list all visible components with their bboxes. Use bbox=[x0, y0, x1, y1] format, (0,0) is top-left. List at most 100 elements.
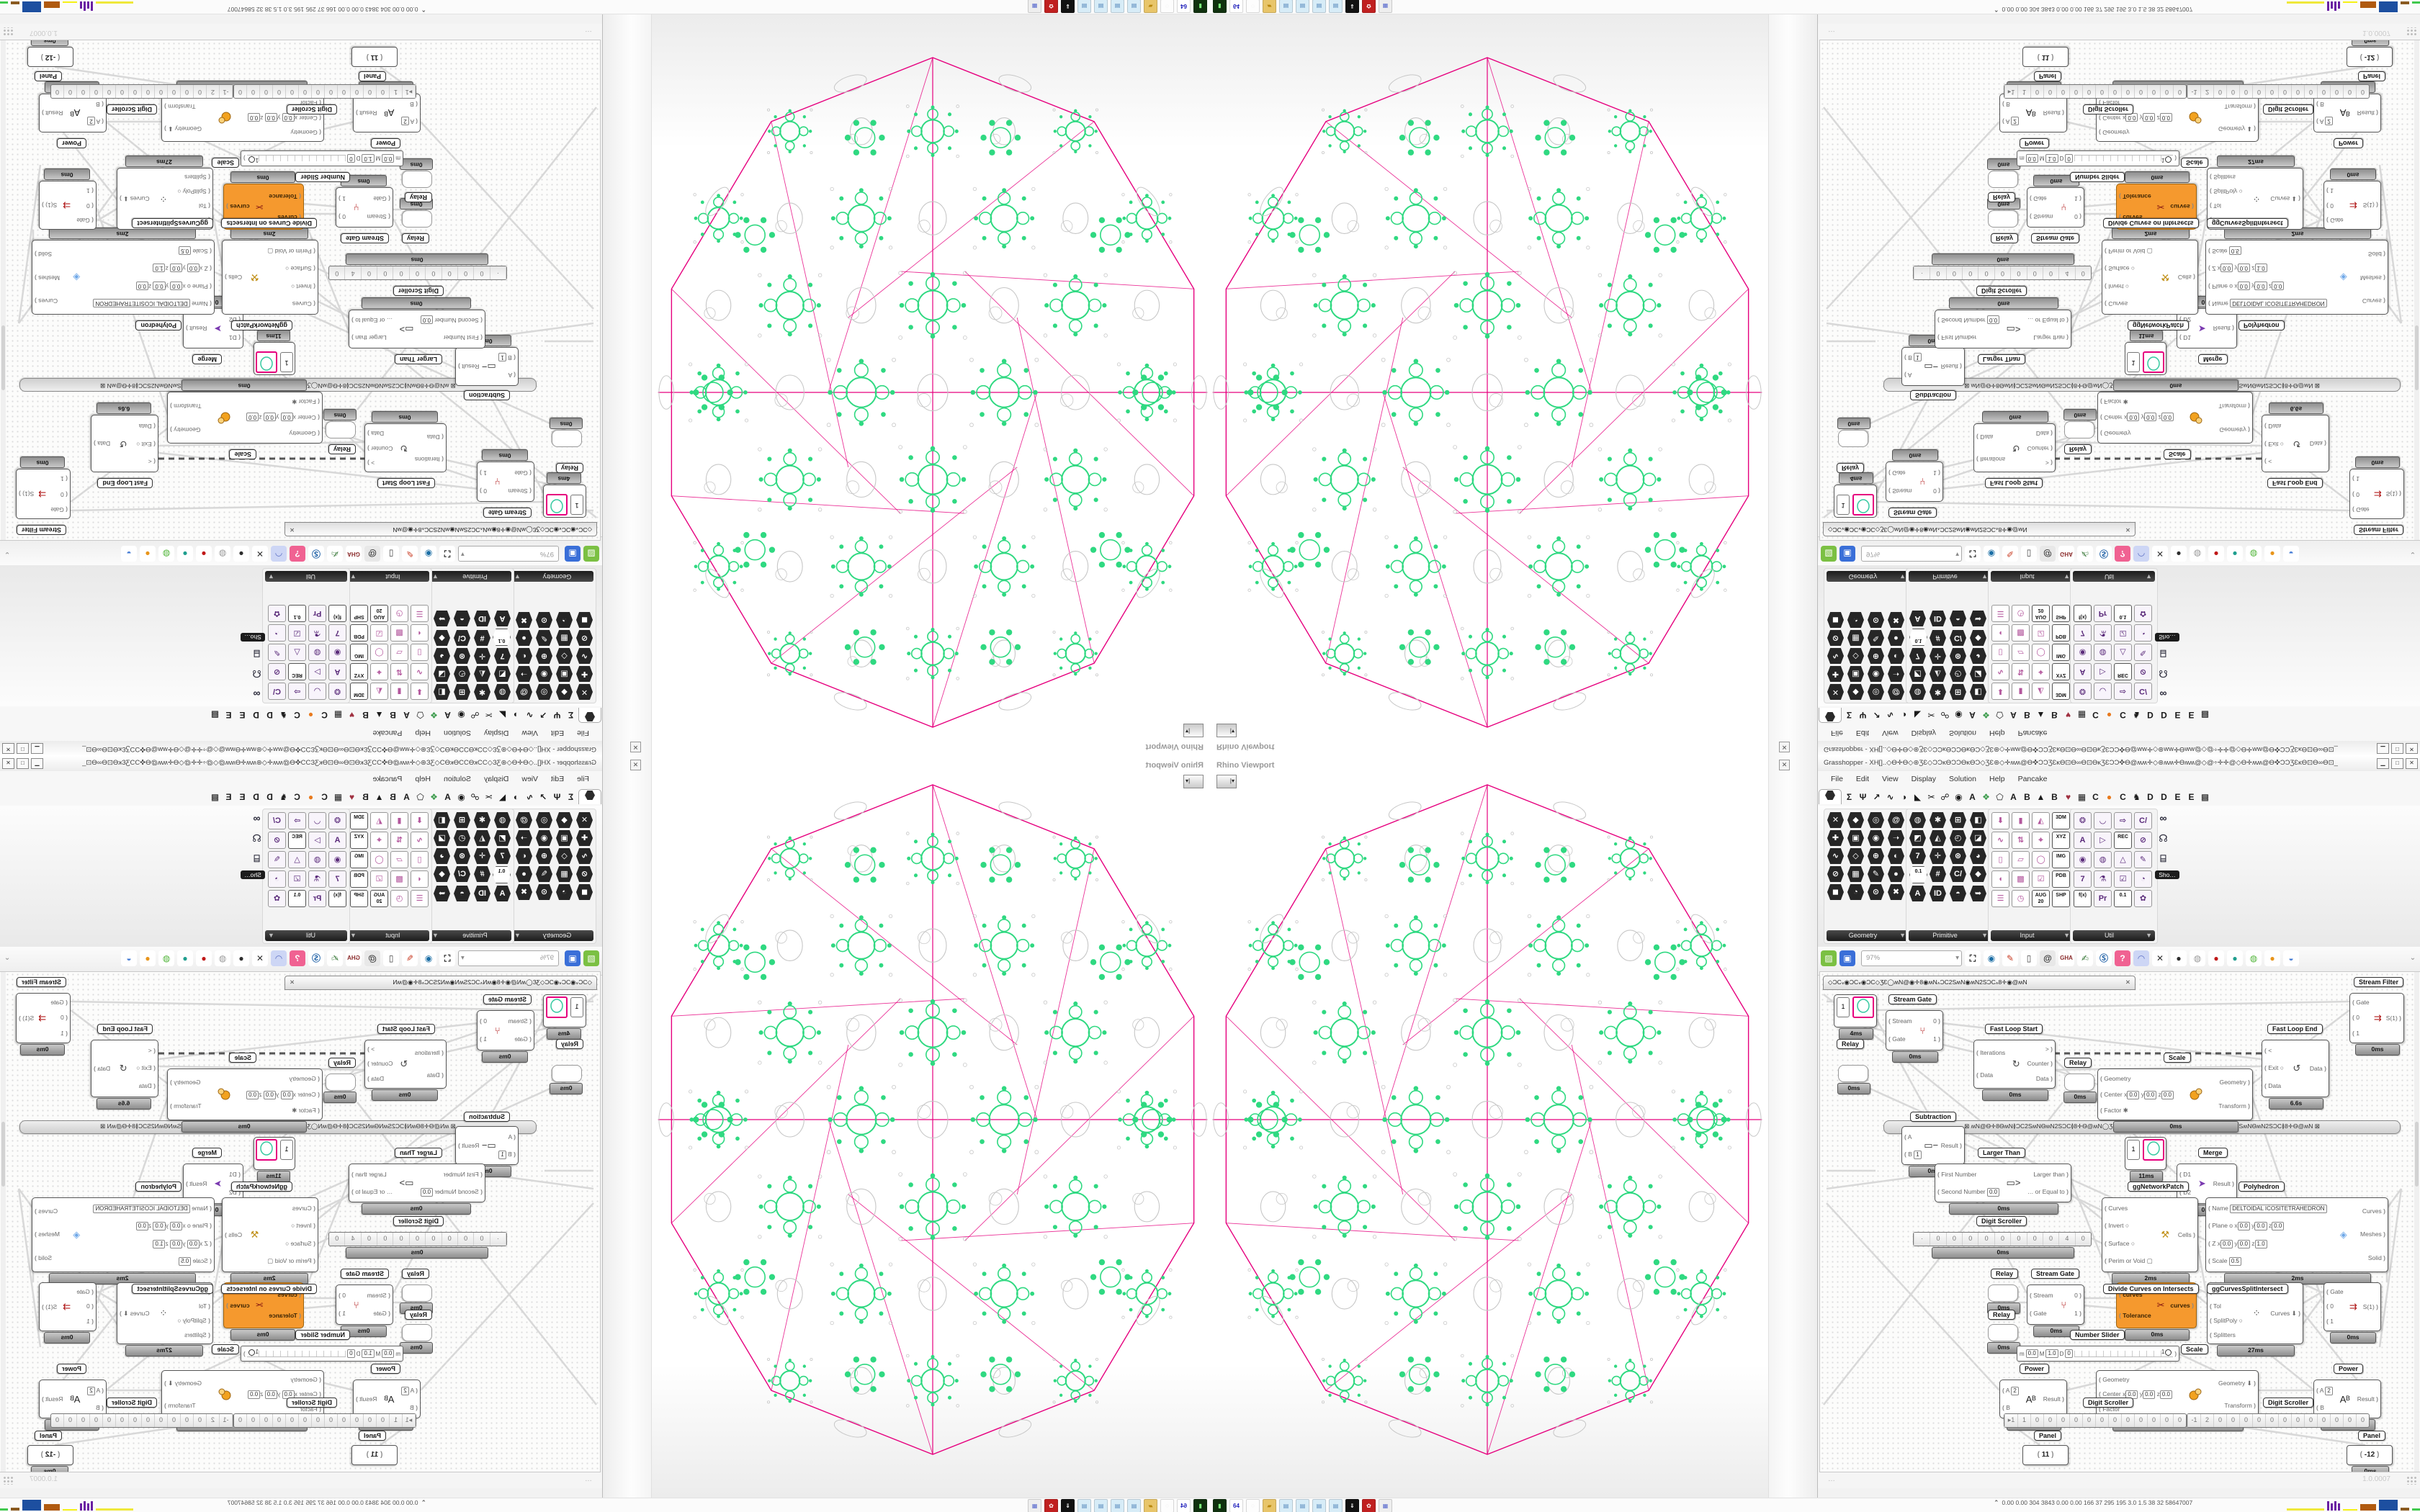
tab-plugin-dot[interactable]: ● bbox=[2106, 710, 2112, 720]
palette-icon[interactable]: ➝ bbox=[1888, 830, 1904, 846]
scroller-digit[interactable]: 0 bbox=[474, 266, 490, 279]
input-param[interactable]: ( A 2 bbox=[87, 1386, 104, 1395]
minimize-button[interactable]: ▁ bbox=[2377, 758, 2389, 769]
gh-tag-fast-loop-end[interactable]: Fast Loop End bbox=[2267, 1024, 2323, 1034]
grasshopper-canvas[interactable]: ✕ ◇ƆϹ៴◉ƆϹ៴◉ƆϹ◇ƷƐ◯ʍN@◉✛8◉ʍN៱ƆϹ2SʍN◉ʍN2SƆϹ៱… bbox=[1819, 40, 2420, 541]
gh-tag-relay-body-4[interactable]: Relay bbox=[1988, 1310, 2016, 1320]
preview-wire-icon[interactable]: ◍ bbox=[2190, 950, 2205, 966]
palette-icon[interactable]: ☰ bbox=[1991, 890, 2009, 907]
output-param[interactable]: Counter ) bbox=[367, 444, 393, 452]
find-icon[interactable]: Ⓢ bbox=[2096, 546, 2112, 562]
input-param[interactable]: ( Gate bbox=[514, 1035, 532, 1043]
zoom-extents-icon[interactable]: ⛶ bbox=[1965, 546, 1981, 562]
tab-plugin-shield[interactable]: ♥ bbox=[349, 710, 355, 720]
gh-component-stream-filter-1[interactable]: ( Gate( 0( 1 ⇉ S(1) ) 0ms bbox=[16, 456, 71, 519]
zoom-extents-icon[interactable]: ⛶ bbox=[439, 950, 455, 966]
palette-icon[interactable]: ✕ bbox=[1827, 812, 1844, 828]
board-icon[interactable]: ⌸ bbox=[254, 648, 260, 660]
preview-wire-icon[interactable]: ◍ bbox=[215, 950, 230, 966]
palette-icon[interactable]: ◆ bbox=[556, 812, 573, 828]
input-param[interactable]: ( Tolerance bbox=[269, 1312, 301, 1319]
help-box-icon[interactable]: ? bbox=[290, 546, 305, 562]
palette-icon[interactable]: # bbox=[474, 630, 490, 646]
notepad-icon-4[interactable]: ▤ bbox=[1077, 0, 1091, 13]
palette-icon[interactable]: ◡ bbox=[308, 683, 326, 700]
disk64-icon[interactable]: 64 bbox=[1177, 0, 1191, 13]
palette-icon[interactable]: A bbox=[1909, 886, 1926, 901]
input-param[interactable]: ( Name DELTOIDAL ICOSITETRAHEDRON bbox=[2208, 1204, 2327, 1213]
scroller-digit[interactable]: 0 bbox=[1978, 1233, 1994, 1246]
gh-tag-digit-scroller-right[interactable]: Digit Scroller bbox=[2263, 1398, 2314, 1408]
palette-icon[interactable]: AUG 20 bbox=[2032, 890, 2050, 907]
gh-component-stream-gate-2[interactable]: ( Stream( Gate ⑂ 0 ) 1 ) 0ms bbox=[336, 1284, 393, 1337]
tab-intersect[interactable]: ✂ bbox=[1927, 710, 1935, 720]
preview-shaded-icon[interactable]: ● bbox=[2208, 546, 2224, 562]
circle-param[interactable]: 1 4ms bbox=[1834, 994, 1877, 1040]
menu-item-help[interactable]: Help bbox=[415, 729, 431, 737]
scroller-digit[interactable]: 0 bbox=[2108, 1414, 2121, 1427]
gh-tag-below[interactable]: Relay bbox=[555, 1039, 583, 1049]
palette-icon[interactable]: ◎ bbox=[1868, 684, 1884, 700]
tab-plugin-grid[interactable]: ▦ bbox=[2077, 792, 2087, 802]
tab-params[interactable] bbox=[578, 708, 601, 723]
gh-tag-below[interactable]: Divide Curves on Intersects bbox=[2103, 1284, 2199, 1294]
output-param[interactable]: Meshes ) bbox=[35, 1230, 60, 1238]
tab-maths[interactable]: Σ bbox=[1846, 710, 1852, 720]
scroller-digit[interactable]: -1 bbox=[220, 85, 233, 98]
tab-plugin-d2[interactable]: D bbox=[253, 792, 259, 802]
scroller-digit[interactable]: 0 bbox=[273, 85, 286, 98]
scroller-digit[interactable]: 0 bbox=[361, 266, 378, 279]
output-param[interactable]: 0 ) bbox=[2074, 213, 2081, 220]
input-param[interactable]: ( Gate bbox=[2352, 505, 2370, 513]
palette-icon[interactable]: ▱ bbox=[390, 851, 408, 868]
digit-scroller-mid[interactable]: · 0 0 0 0 0 0 0 0 4 0 0ms bbox=[1913, 1232, 2092, 1259]
gh-component-stream-gate-1[interactable]: ( Stream( Gate ⑂ 0 ) 1 ) 0ms bbox=[1886, 449, 1943, 502]
gh-tag-relay-body-2[interactable]: Relay bbox=[328, 1058, 356, 1068]
scroller-digit[interactable]: 0 bbox=[329, 1233, 346, 1246]
canvas-scrollbar[interactable] bbox=[2414, 40, 2419, 540]
gh-component-stream-filter-1[interactable]: ( Gate( 0( 1 ⇉ S(1) ) 0ms bbox=[16, 993, 71, 1056]
preview-eye-icon[interactable]: ◉ bbox=[421, 950, 436, 966]
calculator-icon[interactable]: ▦ bbox=[1379, 1499, 1392, 1512]
arrow-app-icon[interactable]: ⇓ bbox=[1345, 1499, 1359, 1512]
tab-plugin-a2[interactable]: A bbox=[403, 710, 410, 720]
palette-icon[interactable]: ▮ bbox=[2012, 812, 2030, 829]
palette-icon[interactable]: ▦ bbox=[1847, 630, 1864, 646]
scroller-digit[interactable]: 0 bbox=[2082, 1414, 2095, 1427]
input-param[interactable]: ( Gate bbox=[76, 1287, 94, 1295]
input-param[interactable]: ( First Number bbox=[443, 334, 483, 342]
scroller-digit[interactable]: 0 bbox=[142, 85, 155, 98]
balloon-icon[interactable]: ◠ bbox=[2133, 546, 2149, 562]
maximize-button[interactable]: □ bbox=[17, 758, 29, 769]
palette-group-label[interactable]: Util ▼ bbox=[265, 930, 347, 941]
tab-plugin-bird[interactable]: ♞ bbox=[2133, 792, 2141, 802]
palette-icon[interactable]: ⬇ bbox=[411, 812, 429, 829]
input-param[interactable]: ( B bbox=[96, 1403, 104, 1411]
menu-item-help[interactable]: Help bbox=[1989, 729, 2005, 737]
palette-icon[interactable]: ◆ bbox=[434, 866, 450, 882]
scroller-digit[interactable]: 2 bbox=[207, 85, 220, 98]
canvas-scrollbar[interactable] bbox=[1, 972, 6, 1472]
panel-neg12[interactable]: ( -12 ) 0ms bbox=[2347, 1445, 2393, 1472]
palette-icon[interactable]: ▯ bbox=[1991, 644, 2009, 661]
palette-icon[interactable]: SHP bbox=[2052, 890, 2070, 907]
input-param[interactable]: ( D1 bbox=[2179, 334, 2192, 341]
palette-icon[interactable]: ☰ bbox=[411, 890, 429, 907]
palette-icon[interactable]: ▦ bbox=[556, 866, 573, 882]
palette-icon[interactable]: △ bbox=[288, 851, 306, 868]
gh-tag-relay-body-2[interactable]: Relay bbox=[2064, 444, 2092, 454]
preview-shaded-icon[interactable]: ● bbox=[2208, 950, 2224, 966]
tab-plugin-d1[interactable]: D bbox=[2147, 710, 2154, 720]
sketch-icon[interactable]: ✍ bbox=[2077, 546, 2093, 562]
palette-icon[interactable]: ⊙ bbox=[536, 884, 552, 900]
tab-curve[interactable]: ∿ bbox=[526, 710, 534, 720]
palette-icon[interactable]: ◎ bbox=[536, 812, 552, 828]
close-button[interactable]: ✕ bbox=[2406, 743, 2418, 754]
gh-tag-digit-scroller-mid[interactable]: Digit Scroller bbox=[1976, 1216, 2027, 1226]
scroller-digit[interactable]: 0 bbox=[409, 266, 426, 279]
input-param[interactable]: ( Exit ○ bbox=[2264, 1064, 2284, 1072]
palette-icon[interactable]: ◼ bbox=[576, 612, 593, 628]
palette-icon[interactable]: A bbox=[494, 611, 511, 626]
